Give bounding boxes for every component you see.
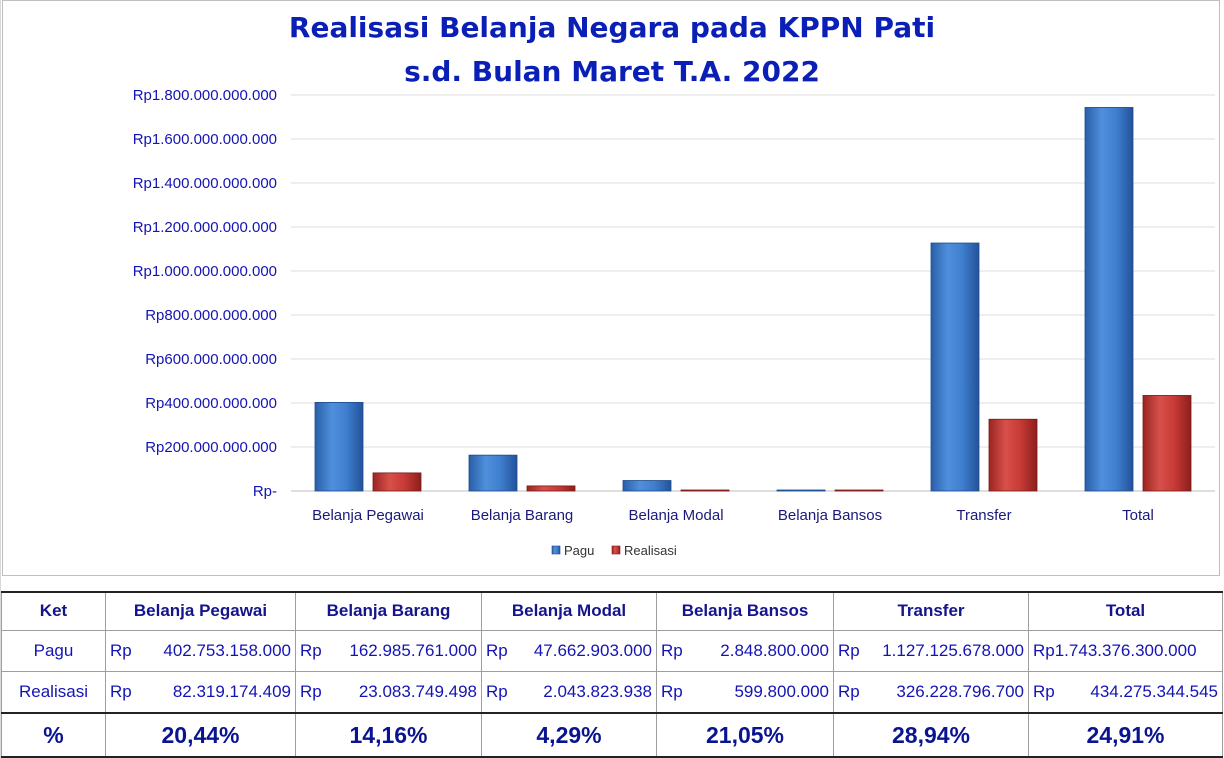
x-tick-label: Belanja Bansos (778, 507, 882, 524)
x-tick-label: Belanja Pegawai (312, 507, 424, 524)
bar-realisasi-belanja-modal (680, 489, 730, 492)
table-cell: Rp 2.043.823.938 (481, 670, 657, 714)
legend-label-realisasi: Realisasi (624, 543, 677, 558)
bar-realisasi-total (1142, 395, 1192, 492)
x-tick-label: Total (1122, 507, 1154, 524)
bar-realisasi-belanja-pegawai (372, 472, 422, 492)
row-label: % (1, 712, 106, 758)
chart-area[interactable]: Realisasi Belanja Negara pada KPPN Pati … (2, 0, 1220, 576)
header-cell: Belanja Bansos (656, 591, 834, 631)
table-cell: Rp 2.848.800.000 (656, 629, 834, 672)
y-tick-label: Rp800.000.000.000 (145, 307, 277, 324)
bar-chart-svg: Rp- Rp200.000.000.000 Rp400.000.000.000 Rp6… (133, 87, 1215, 558)
bar-pagu-belanja-pegawai (314, 401, 364, 492)
table-cell: Rp 434.275.344.545 (1028, 670, 1223, 714)
table-cell: Rp 326.228.796.700 (833, 670, 1029, 714)
table-cell: Rp 402.753.158.000 (105, 629, 296, 672)
percent-cell: 4,29% (481, 712, 657, 758)
y-tick-label: Rp- (253, 483, 277, 500)
y-tick-label: Rp1.400.000.000.000 (133, 175, 277, 192)
x-tick-label: Belanja Modal (628, 507, 723, 524)
chart-title: Realisasi Belanja Negara pada KPPN Pati (288, 11, 936, 44)
bar-pagu-transfer (930, 242, 980, 492)
y-tick-label: Rp200.000.000.000 (145, 439, 277, 456)
table-cell: Rp 599.800.000 (656, 670, 834, 714)
header-cell: Belanja Barang (295, 591, 482, 631)
table-cell: Rp 23.083.749.498 (295, 670, 482, 714)
legend-swatch-pagu (551, 545, 561, 555)
legend-label-pagu: Pagu (564, 543, 594, 558)
header-cell: Belanja Pegawai (105, 591, 296, 631)
bar-pagu-belanja-bansos (776, 489, 826, 492)
row-label: Realisasi (1, 670, 106, 714)
percent-cell: 24,91% (1028, 712, 1223, 758)
table-header-row: Ket Belanja Pegawai Belanja Barang Belan… (1, 591, 1223, 631)
bar-pagu-belanja-modal (622, 480, 672, 492)
table-cell: Rp 1.127.125.678.000 (833, 629, 1029, 672)
table-row-percent: % 20,44% 14,16% 4,29% 21,05% 28,94% 24,9… (1, 712, 1223, 758)
chart-subtitle: s.d. Bulan Maret T.A. 2022 (404, 55, 820, 88)
data-table: Ket Belanja Pegawai Belanja Barang Belan… (1, 591, 1223, 758)
table-cell: Rp 82.319.174.409 (105, 670, 296, 714)
header-cell: Transfer (833, 591, 1029, 631)
percent-cell: 14,16% (295, 712, 482, 758)
table-cell: Rp1.743.376.300.000 (1028, 629, 1223, 672)
bar-pagu-total (1084, 107, 1134, 492)
y-tick-label: Rp1.200.000.000.000 (133, 219, 277, 236)
table-row-pagu: Pagu Rp 402.753.158.000 Rp 162.985.761.000… (1, 629, 1223, 672)
bar-pagu-belanja-barang (468, 454, 518, 492)
x-tick-label: Belanja Barang (471, 507, 574, 524)
x-tick-label: Transfer (956, 507, 1011, 524)
table-row-realisasi: Realisasi Rp 82.319.174.409 Rp 23.083.749.… (1, 670, 1223, 714)
y-tick-label: Rp400.000.000.000 (145, 395, 277, 412)
legend-swatch-realisasi (611, 545, 621, 555)
header-cell: Total (1028, 591, 1223, 631)
percent-cell: 28,94% (833, 712, 1029, 758)
bar-realisasi-transfer (988, 418, 1038, 492)
y-tick-label: Rp1.600.000.000.000 (133, 131, 277, 148)
percent-cell: 21,05% (656, 712, 834, 758)
y-tick-label: Rp1.000.000.000.000 (133, 263, 277, 280)
header-cell: Ket (1, 591, 106, 631)
bar-realisasi-belanja-bansos (834, 489, 884, 492)
table-cell: Rp 47.662.903.000 (481, 629, 657, 672)
row-label: Pagu (1, 629, 106, 672)
y-tick-label: Rp600.000.000.000 (145, 351, 277, 368)
table-cell: Rp 162.985.761.000 (295, 629, 482, 672)
header-cell: Belanja Modal (481, 591, 657, 631)
percent-cell: 20,44% (105, 712, 296, 758)
bar-realisasi-belanja-barang (526, 485, 576, 492)
y-tick-label: Rp1.800.000.000.000 (133, 87, 277, 104)
